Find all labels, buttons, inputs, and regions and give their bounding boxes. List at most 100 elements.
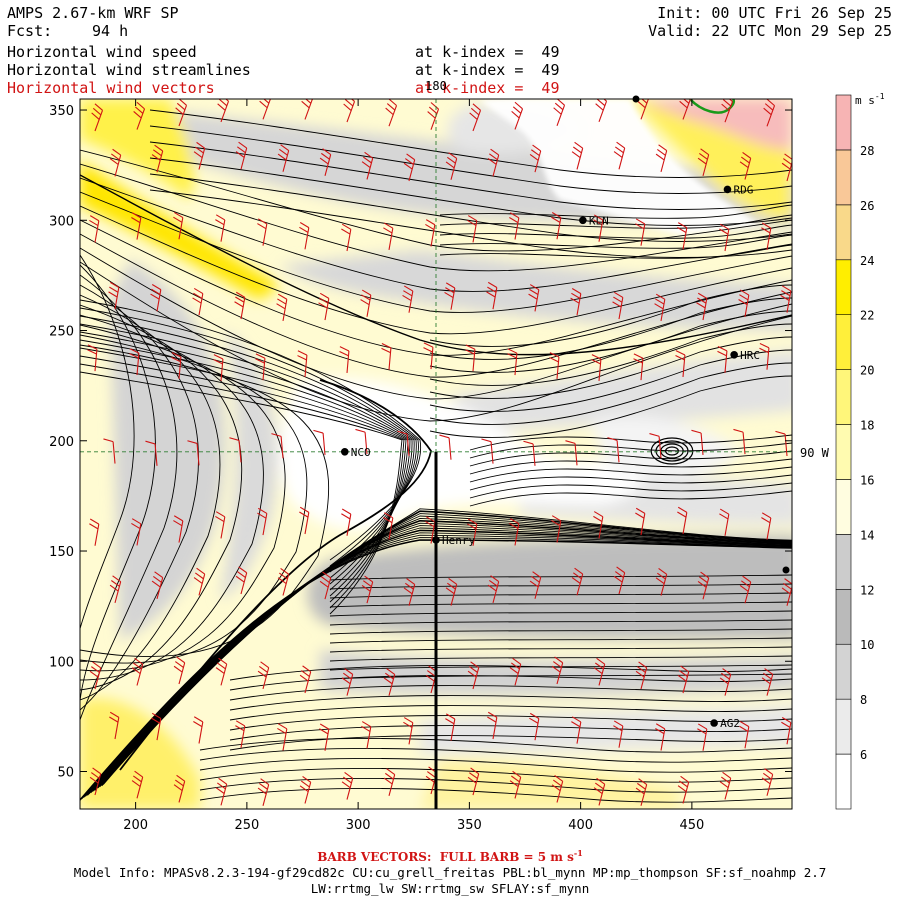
wind-barb-flag <box>635 787 645 795</box>
wind-barb-flag <box>405 158 414 165</box>
wind-barb <box>304 782 312 804</box>
wind-barb-flag <box>551 211 562 219</box>
wind-barb-flag <box>470 767 480 775</box>
wind-barb-flag <box>311 99 313 100</box>
wind-barb <box>660 574 668 596</box>
wind-barb <box>220 101 230 123</box>
wind-barb-flag <box>741 580 750 588</box>
wind-barb <box>682 354 686 377</box>
field-wind-speed: Horizontal wind speed <box>7 43 197 61</box>
streamline <box>429 310 792 373</box>
wind-barb-flag <box>196 567 206 575</box>
wind-barb <box>724 229 730 252</box>
wind-barb-flag <box>591 354 602 360</box>
streamline <box>80 304 243 691</box>
wind-barb-flag <box>532 571 542 578</box>
wind-barb <box>114 581 122 604</box>
streamline <box>329 619 792 626</box>
wind-barb-flag <box>218 777 228 785</box>
wind-barb-flag <box>133 775 142 783</box>
wind-barb-flag <box>781 716 792 724</box>
wind-barb <box>492 717 498 740</box>
wind-barb-flag <box>638 778 648 785</box>
wind-barb-flag <box>677 222 688 229</box>
colorbar-label: 6 <box>860 748 867 762</box>
wind-barb-flag <box>571 721 581 728</box>
wind-barb-flag <box>638 661 648 669</box>
wind-barb <box>640 223 646 246</box>
wind-barb-flag <box>655 153 665 161</box>
wind-barb-flag <box>280 567 290 575</box>
field-vectors: Horizontal wind vectors <box>7 79 215 97</box>
wind-barb <box>156 718 162 741</box>
latitude-label: 90 W <box>800 446 830 460</box>
wind-barb <box>702 298 708 321</box>
station-marker <box>723 185 732 194</box>
wind-barb-flag <box>529 580 539 588</box>
streamline <box>86 529 792 796</box>
wind-barb <box>702 154 710 177</box>
wind-barb-flag <box>301 780 310 788</box>
wind-barb <box>304 671 312 694</box>
wind-barb <box>408 290 414 313</box>
wind-barb-flag <box>616 141 626 149</box>
wind-barb <box>766 105 776 127</box>
wind-barb-flag <box>153 149 162 157</box>
wind-barb-flag <box>697 157 707 165</box>
streamline <box>229 685 792 701</box>
wind-barb-flag <box>280 144 290 151</box>
wind-barb-flag <box>696 302 706 309</box>
wind-barb-flag <box>313 429 324 434</box>
streamline <box>80 274 178 721</box>
wind-barb-flag <box>700 148 710 156</box>
streamline <box>439 204 792 219</box>
wind-barb-flag <box>655 728 665 735</box>
streamlines <box>80 109 792 803</box>
wind-barb-flag <box>319 157 329 165</box>
wind-barb <box>346 350 350 373</box>
wind-barb-flag <box>402 294 412 302</box>
wind-barb-flag <box>383 517 393 524</box>
wind-barb-flag <box>403 162 413 170</box>
wind-barb-flag <box>277 153 287 161</box>
wind-barb-flag <box>509 217 519 224</box>
wind-barb-flag <box>171 356 181 363</box>
wind-barb-flag <box>94 103 103 111</box>
streamline <box>329 673 792 680</box>
streamline <box>329 637 792 644</box>
wind-barb <box>786 722 792 745</box>
wind-barb-flag <box>675 354 685 361</box>
y-tick-label: 50 <box>57 766 74 781</box>
wind-barb <box>556 781 564 803</box>
wind-barb-flag <box>173 520 183 527</box>
wind-barb-flag <box>403 587 413 595</box>
streamline <box>103 508 792 785</box>
wind-barb <box>472 110 482 132</box>
wind-barb-flag <box>403 717 414 724</box>
wind-barb-flag <box>195 146 204 154</box>
wind-barb-flag <box>467 518 478 525</box>
wind-barb-flag <box>109 286 119 293</box>
wind-barb-flag <box>343 672 352 680</box>
wind-barb-flag <box>571 716 582 723</box>
wind-barb-flag <box>235 296 245 303</box>
wind-barb-flag <box>89 219 99 227</box>
wind-barb-flag <box>759 342 770 349</box>
wind-barb-flag <box>276 303 286 310</box>
wind-barb-flag <box>403 721 413 728</box>
wind-barb-flag <box>469 666 478 673</box>
wind-barb-flag <box>445 718 455 725</box>
wind-barb-flag <box>529 712 540 719</box>
wind-barb <box>766 517 772 540</box>
wind-barb-flag <box>615 146 624 154</box>
wind-barb <box>534 718 540 741</box>
wind-barb-flag <box>131 667 141 675</box>
plot-frame <box>79 98 793 810</box>
wind-barb <box>346 674 354 696</box>
wind-barb-flag <box>532 144 542 152</box>
wind-barb-flag <box>615 571 624 578</box>
streamline <box>119 379 432 771</box>
wind-barb-flag <box>570 297 580 304</box>
wind-barb-flag <box>783 582 792 590</box>
wind-barb <box>178 356 182 379</box>
